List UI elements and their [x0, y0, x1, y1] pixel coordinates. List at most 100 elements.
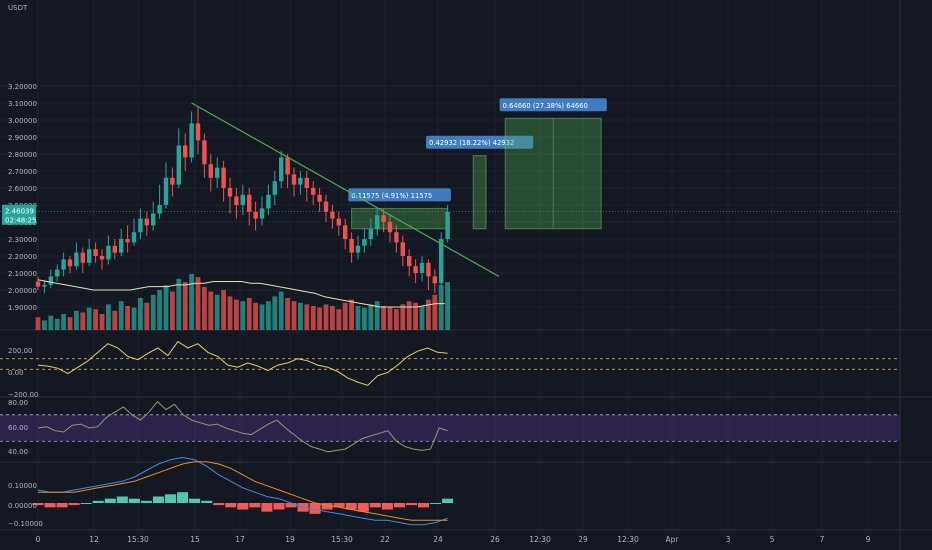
macd-histogram-bar — [442, 498, 454, 503]
macd-histogram-bar — [177, 492, 189, 503]
time-tick-label: 5 — [770, 535, 775, 544]
macd-histogram-bar — [430, 503, 442, 504]
candle-body — [432, 276, 437, 284]
volume-bar — [266, 301, 271, 330]
volume-bar — [221, 290, 226, 330]
volume-bar — [144, 302, 150, 330]
candle-body — [407, 256, 412, 267]
macd-histogram-bar — [285, 503, 297, 508]
time-tick-label: 17 — [235, 535, 245, 544]
volume-bar — [336, 309, 342, 330]
candle-body — [311, 188, 316, 195]
price-tick-label: 2.90000 — [8, 134, 37, 142]
volume-bar — [285, 298, 290, 330]
volume-bar — [310, 306, 316, 330]
candle-body — [349, 239, 354, 253]
candle-body — [170, 177, 175, 185]
rsi-tick-label: 60.00 — [8, 424, 28, 432]
measurement-label-bg — [348, 188, 451, 202]
volume-bar — [80, 312, 86, 330]
macd-histogram-bar — [152, 496, 164, 503]
volume-bar — [93, 309, 98, 330]
candle-body — [151, 213, 156, 226]
volume-bar — [362, 307, 367, 330]
measurement-label: 0.64660 (27.38%) 64660 — [503, 102, 588, 110]
candle-body — [317, 194, 322, 202]
time-tick-label: 24 — [433, 535, 443, 544]
volume-bar — [112, 310, 118, 330]
macd-line — [37, 456, 448, 526]
measurement-box — [472, 155, 487, 230]
measurement-label: 0.11575 (4.91%) 11575 — [351, 192, 432, 200]
candle-body — [125, 239, 130, 243]
time-tick-label: 3 — [726, 535, 731, 544]
trendline — [191, 102, 500, 277]
volume-bar — [406, 301, 412, 330]
candle-body — [93, 249, 98, 256]
measurement-label-bg — [499, 98, 607, 112]
macd-histogram-bar — [225, 503, 237, 508]
currency-label: USDT — [8, 4, 28, 12]
volume-bar — [304, 304, 310, 330]
volume-bar — [42, 320, 47, 330]
candle-body — [106, 245, 111, 260]
volume-bar — [387, 307, 393, 330]
volume-bar — [170, 291, 175, 330]
volume-bar — [438, 285, 444, 330]
measurement-label: 0.42932 (18.22%) 42932 — [429, 139, 514, 147]
volume-bar — [317, 307, 322, 330]
candle-body — [215, 167, 220, 178]
candle-body — [80, 252, 85, 263]
volume-bar — [176, 278, 182, 330]
volume-bar — [323, 304, 329, 330]
volume-bar — [246, 298, 252, 330]
volume-bar — [106, 304, 111, 330]
overlays — [0, 102, 900, 308]
candle-body — [61, 259, 66, 270]
current-price-badge — [2, 204, 36, 225]
macd-signal-line — [38, 461, 448, 521]
price-tick-label: 2.70000 — [8, 168, 37, 176]
candle-body — [336, 218, 341, 226]
macd-histogram-bar — [381, 503, 393, 510]
volume-bar — [67, 317, 73, 330]
macd-histogram-bar — [321, 503, 333, 510]
volume-bar — [259, 304, 265, 330]
macd-histogram-bar — [68, 503, 80, 506]
volume-bar — [157, 290, 162, 330]
rsi-band-fill — [0, 414, 900, 442]
volume-bar — [394, 309, 399, 330]
time-tick-label: 0 — [36, 535, 41, 544]
candle-body — [381, 215, 386, 222]
price-tick-label: 1.90000 — [8, 304, 37, 312]
volume-bar — [419, 306, 425, 330]
macd-histogram-bar — [189, 498, 201, 503]
macd-tick-label: −0.10000 — [8, 520, 43, 528]
candle-body — [87, 249, 92, 263]
candle-body — [112, 245, 117, 253]
cci-tick-label: 200.00 — [8, 347, 33, 355]
candle-body — [163, 177, 169, 205]
candle-body — [400, 242, 405, 256]
candle-body — [330, 211, 335, 219]
macd-histogram-bar — [116, 496, 128, 503]
time-tick-label: 15 — [190, 535, 200, 544]
candle-body — [67, 259, 73, 267]
candle-body — [272, 181, 277, 195]
macd-histogram-bar — [369, 503, 381, 508]
candle-body — [48, 276, 53, 285]
candle-body — [176, 145, 181, 185]
time-tick-label: 9 — [866, 535, 871, 544]
macd-histogram-bar — [357, 503, 369, 512]
time-tick-label: 29 — [578, 535, 588, 544]
candle-body — [55, 269, 60, 277]
candle-body — [362, 239, 367, 246]
macd-histogram-bar — [345, 503, 357, 510]
volume-bar — [355, 306, 361, 330]
price-tick-label: 2.30000 — [8, 236, 37, 244]
rsi-tick-label: 40.00 — [8, 448, 28, 456]
macd-histogram-bar — [128, 498, 140, 503]
macd-histogram-bar — [261, 503, 273, 512]
